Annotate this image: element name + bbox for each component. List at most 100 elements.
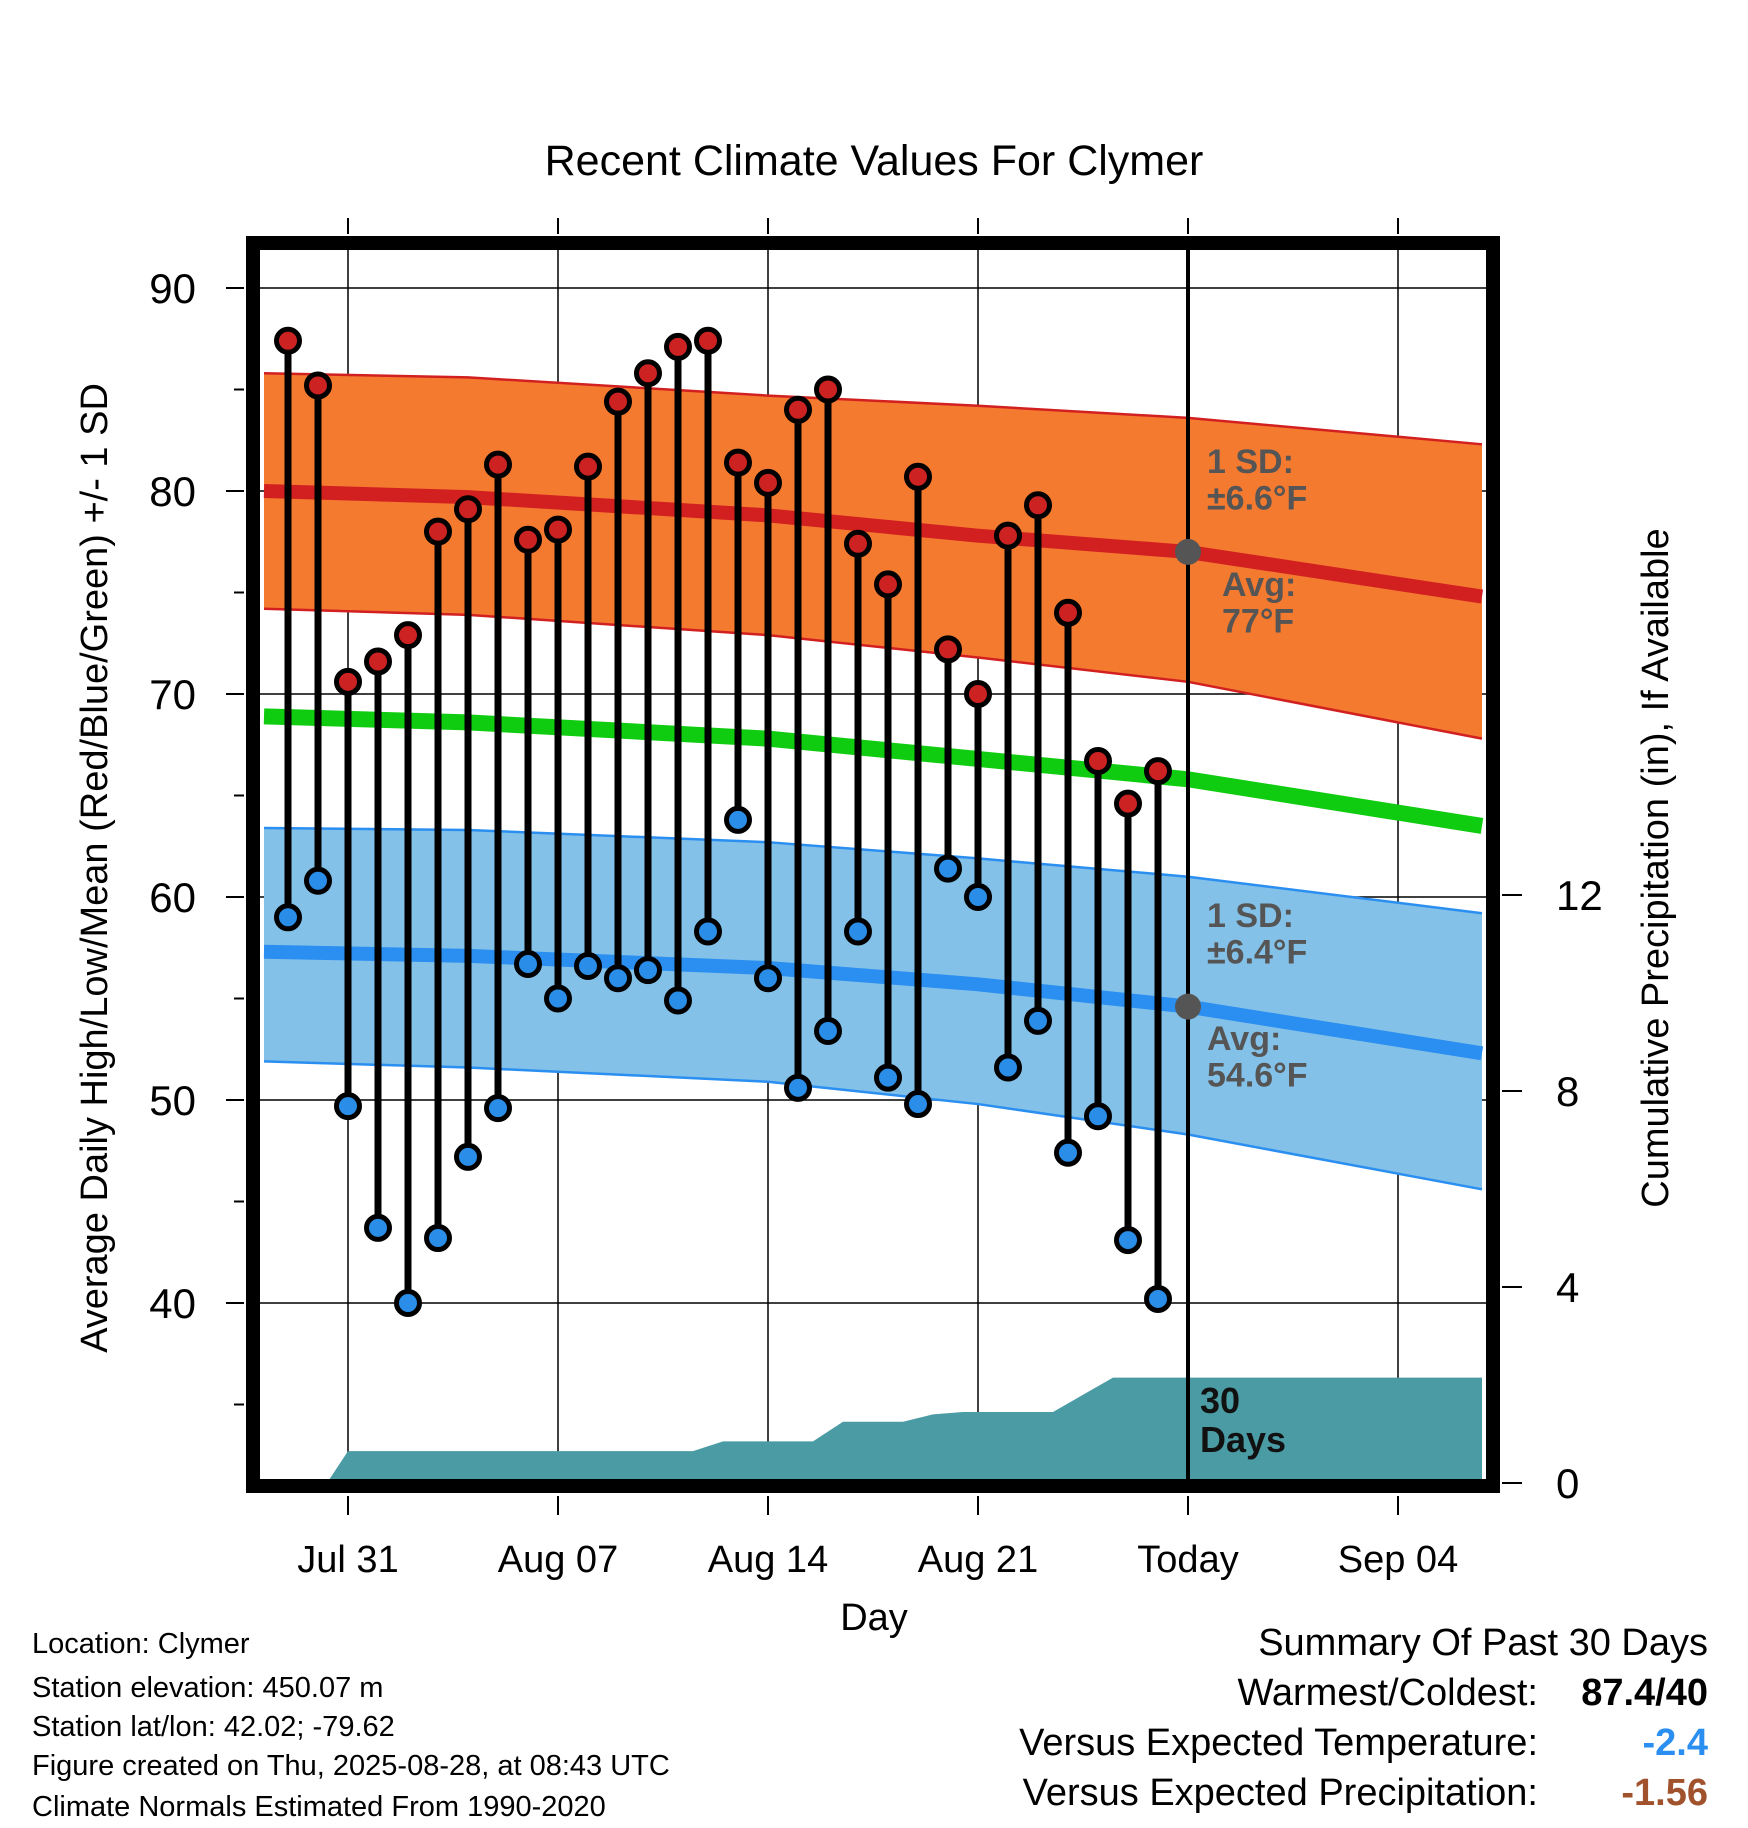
daily-high-point xyxy=(634,359,662,388)
daily-high-point xyxy=(874,570,902,599)
normal-high-band-upper-edge xyxy=(263,372,1483,446)
low-sd-annotation: 1 SD: ±6.4°F xyxy=(1207,897,1307,972)
y-tick-label: 40 xyxy=(149,1280,196,1327)
daily-low-point xyxy=(1144,1284,1172,1313)
daily-low-point xyxy=(784,1073,812,1102)
precip-days-annotation: 30 Days xyxy=(1200,1380,1286,1460)
daily-high-point xyxy=(724,448,752,477)
daily-low-point xyxy=(544,984,572,1013)
daily-low-point xyxy=(514,949,542,978)
daily-low-point xyxy=(694,917,722,946)
daily-high-point xyxy=(514,525,542,554)
daily-high-point xyxy=(904,462,932,491)
low-sd-annotation-line: ±6.4°F xyxy=(1207,934,1307,972)
normal-mean-line xyxy=(263,708,1484,834)
daily-high-point xyxy=(604,387,632,416)
daily-low-point xyxy=(394,1289,422,1317)
daily-high-point xyxy=(1084,746,1112,775)
today-high-avg-dot xyxy=(1175,538,1201,565)
daily-low-point xyxy=(844,917,872,946)
daily-low-point xyxy=(454,1142,482,1171)
y-tick-label: 80 xyxy=(149,468,196,515)
daily-low-point xyxy=(634,956,662,985)
summary-temp-value: -2.4 xyxy=(1642,1722,1708,1764)
x-tick-label: Jul 31 xyxy=(297,1539,398,1581)
daily-high-point xyxy=(1144,757,1172,786)
y-tick-label: 90 xyxy=(149,265,196,312)
normal-high-band-lower-edge xyxy=(263,607,1483,740)
daily-low-point xyxy=(874,1063,902,1092)
daily-high-point xyxy=(574,452,602,481)
info-normals: Climate Normals Estimated From 1990-2020 xyxy=(32,1791,606,1823)
daily-high-point xyxy=(544,515,572,544)
normal-low-band-lower-edge xyxy=(263,1060,1483,1191)
x-tick-label: Today xyxy=(1137,1539,1238,1581)
normal-low-band-upper-edge xyxy=(263,826,1483,915)
summary-temp-label: Versus Expected Temperature: xyxy=(1019,1722,1538,1764)
summary-precip-value: -1.56 xyxy=(1621,1772,1708,1814)
summary-warmest-label: Warmest/Coldest: xyxy=(1237,1672,1538,1714)
daily-high-point xyxy=(844,529,872,558)
info-location: Location: Clymer xyxy=(32,1628,250,1660)
x-tick-label: Aug 14 xyxy=(708,1539,828,1581)
high-sd-annotation: 1 SD: ±6.6°F xyxy=(1207,443,1307,518)
low-avg-annotation-line: 54.6°F xyxy=(1207,1057,1308,1095)
daily-high-point xyxy=(814,375,842,404)
normal-high-band xyxy=(264,373,1482,739)
daily-low-point xyxy=(994,1053,1022,1082)
daily-low-point xyxy=(334,1092,362,1121)
daily-low-point xyxy=(484,1094,512,1123)
daily-high-point xyxy=(994,521,1022,550)
precip-days-annotation-line: 30 xyxy=(1200,1380,1240,1421)
daily-high-point xyxy=(334,667,362,696)
daily-low-point xyxy=(304,866,332,895)
high-sd-annotation-line: 1 SD: xyxy=(1207,443,1294,481)
daily-high-point xyxy=(454,495,482,524)
info-latlon: Station lat/lon: 42.02; -79.62 xyxy=(32,1711,395,1743)
daily-low-point xyxy=(274,903,302,932)
daily-high-point xyxy=(1114,789,1142,818)
y2-tick-label: 12 xyxy=(1556,872,1603,919)
daily-high-point xyxy=(484,450,512,479)
high-avg-annotation-line: Avg: xyxy=(1222,566,1296,604)
daily-high-point xyxy=(934,635,962,664)
high-sd-annotation-line: ±6.6°F xyxy=(1207,480,1307,518)
plot-inner xyxy=(256,246,1490,1483)
summary-warmest-value: 87.4/40 xyxy=(1581,1672,1708,1714)
y-axis-label: Average Daily High/Low/Mean (Red/Blue/Gr… xyxy=(74,383,116,1353)
daily-high-point xyxy=(754,468,782,497)
low-sd-annotation-line: 1 SD: xyxy=(1207,897,1294,935)
y-tick-label: 60 xyxy=(149,874,196,921)
x-tick-label: Sep 04 xyxy=(1338,1539,1458,1581)
daily-low-point xyxy=(754,964,782,993)
daily-low-point xyxy=(364,1213,392,1242)
high-avg-annotation: Avg: 77°F xyxy=(1222,566,1296,641)
y2-tick-label: 4 xyxy=(1556,1264,1579,1311)
daily-low-point xyxy=(1114,1226,1142,1255)
summary-heading: Summary Of Past 30 Days xyxy=(1258,1622,1708,1664)
normal-high-line xyxy=(263,484,1484,604)
normal-low-band xyxy=(264,827,1482,1190)
daily-low-point xyxy=(964,883,992,911)
daily-high-point xyxy=(394,621,422,650)
daily-high-point xyxy=(1024,491,1052,520)
normal-low-line xyxy=(263,944,1484,1061)
summary-precip-row: Versus Expected Precipitation: -1.56 xyxy=(1023,1772,1708,1815)
low-avg-annotation: Avg: 54.6°F xyxy=(1207,1020,1308,1095)
daily-low-point xyxy=(1024,1006,1052,1035)
daily-high-point xyxy=(304,371,332,400)
plot-frame xyxy=(246,236,1500,1493)
daily-low-point xyxy=(424,1224,452,1253)
daily-low-point xyxy=(574,952,602,981)
today-low-avg-dot xyxy=(1175,993,1201,1020)
x-axis-label: Day xyxy=(840,1597,908,1639)
high-avg-annotation-line: 77°F xyxy=(1222,603,1294,641)
daily-high-point xyxy=(694,326,722,355)
summary-warmest-row: Warmest/Coldest: 87.4/40 xyxy=(1237,1672,1708,1715)
summary-precip-label: Versus Expected Precipitation: xyxy=(1022,1772,1538,1814)
daily-high-point xyxy=(274,326,302,355)
info-elevation: Station elevation: 450.07 m xyxy=(32,1672,384,1704)
daily-high-point xyxy=(364,647,392,676)
